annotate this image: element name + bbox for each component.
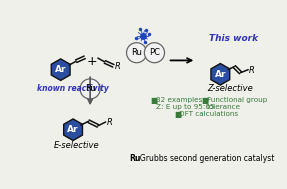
Text: R: R [106,118,112,127]
Text: Ar: Ar [55,65,66,74]
Text: Ar: Ar [215,70,226,79]
Text: +: + [86,55,97,68]
Text: 32 examples,: 32 examples, [156,98,205,103]
Text: Ar: Ar [67,125,79,134]
Text: This work: This work [209,34,258,43]
Text: known reactivity: known reactivity [37,84,109,93]
Text: PC: PC [149,48,160,57]
Text: Ru: Ru [85,84,96,93]
Text: Z: E up to 95:05: Z: E up to 95:05 [156,104,215,110]
Text: Functional group: Functional group [207,98,267,103]
Text: tolerance: tolerance [207,104,241,110]
Text: DFT calculations: DFT calculations [179,111,238,117]
Polygon shape [211,64,230,85]
Circle shape [127,43,147,63]
Text: ■: ■ [151,96,158,105]
Text: Z-selective: Z-selective [208,84,253,93]
Text: : Grubbs second generation catalyst: : Grubbs second generation catalyst [135,154,274,163]
Circle shape [144,43,164,63]
Text: R: R [249,66,255,75]
Text: E-selective: E-selective [54,141,100,150]
Text: ■: ■ [202,96,209,105]
Circle shape [80,79,100,99]
Text: Ru: Ru [131,48,142,57]
Polygon shape [64,119,82,140]
Text: R: R [115,62,121,71]
Polygon shape [51,59,70,81]
Text: ■: ■ [174,110,181,119]
Text: Ru: Ru [129,154,140,163]
